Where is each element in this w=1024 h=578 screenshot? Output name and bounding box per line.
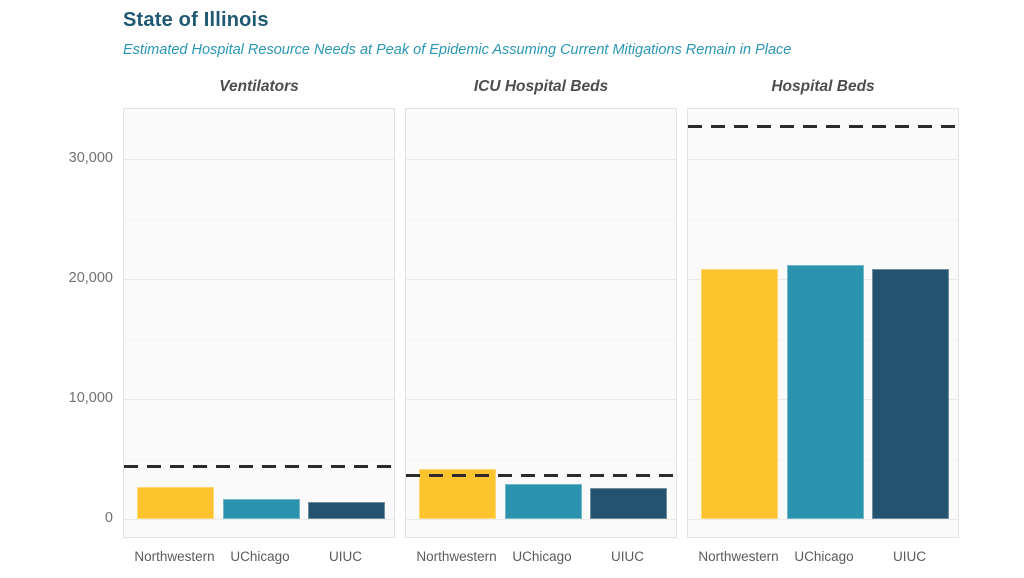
grid-line-major <box>406 519 676 520</box>
y-tick-label: 10,000 <box>68 390 113 406</box>
x-tick-label-uiuc: UIUC <box>611 549 644 564</box>
x-tick-label-uchicago: UChicago <box>230 549 290 564</box>
facet-title: Hospital Beds <box>771 78 875 95</box>
grid-line-major <box>688 519 958 520</box>
facet-panel <box>687 108 959 538</box>
bar-northwestern <box>701 269 778 519</box>
bar-uiuc <box>590 487 667 519</box>
capacity-dashed-line <box>688 125 958 129</box>
grid-line-minor <box>124 339 394 340</box>
x-tick-label-uchicago: UChicago <box>512 549 572 564</box>
x-tick-label-uiuc: UIUC <box>329 549 362 564</box>
x-tick-label-uiuc: UIUC <box>893 549 926 564</box>
chart-title: State of Illinois <box>123 9 269 31</box>
grid-line-major <box>124 159 394 160</box>
x-tick-label-northwestern: Northwestern <box>698 549 779 564</box>
bar-uchicago <box>786 264 864 519</box>
grid-line-minor <box>124 459 394 460</box>
grid-line-major <box>406 159 676 160</box>
grid-line-major <box>688 159 958 160</box>
grid-line-major <box>406 399 676 400</box>
facet-panel <box>405 108 677 538</box>
y-tick-label: 20,000 <box>68 270 113 286</box>
grid-line-major <box>124 279 394 280</box>
grid-line-major <box>406 279 676 280</box>
grid-line-minor <box>406 219 676 220</box>
grid-line-minor <box>406 339 676 340</box>
facet-title: ICU Hospital Beds <box>473 78 609 95</box>
x-tick-label-northwestern: Northwestern <box>416 549 497 564</box>
facet-title: Ventilators <box>219 78 299 95</box>
facet-panel <box>123 108 395 538</box>
bar-northwestern <box>137 486 214 519</box>
x-tick-label-northwestern: Northwestern <box>134 549 215 564</box>
grid-line-minor <box>124 219 394 220</box>
bar-uiuc <box>308 502 385 519</box>
bar-uchicago <box>504 484 582 519</box>
grid-line-major <box>124 399 394 400</box>
grid-line-minor <box>688 219 958 220</box>
grid-line-major <box>124 519 394 520</box>
capacity-dashed-line <box>406 474 676 478</box>
bar-uchicago <box>222 498 300 519</box>
x-tick-label-uchicago: UChicago <box>794 549 854 564</box>
capacity-dashed-line <box>124 464 394 468</box>
bar-uiuc <box>872 269 949 519</box>
grid-line-minor <box>406 459 676 460</box>
y-tick-label: 0 <box>104 510 113 526</box>
chart-subtitle: Estimated Hospital Resource Needs at Pea… <box>123 42 792 58</box>
y-tick-label: 30,000 <box>68 150 113 166</box>
